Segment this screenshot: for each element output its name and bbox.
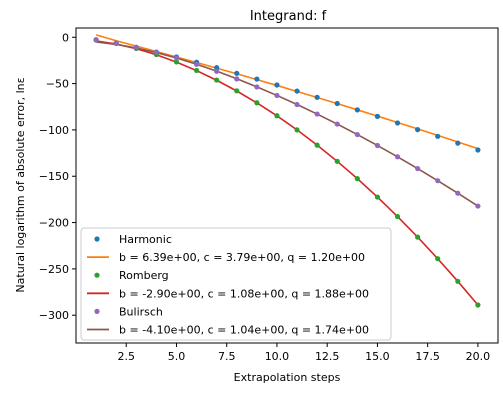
series-2-point [415,234,421,240]
series-2-point [455,278,461,284]
series-2-point [173,59,180,65]
series-0-point [415,127,421,133]
y-axis: 0 −50 −100 −150 −200 −250 −300 [39,31,76,322]
y-tick-label: −250 [39,263,69,276]
x-tick-label: 7.5 [218,350,236,363]
legend-label-0: Harmonic [119,233,172,246]
series-4-point [274,92,280,99]
series-4-point [254,84,260,90]
series-line-3 [95,40,479,306]
x-tick-label: 5.0 [168,350,186,363]
series-line-5 [96,41,479,207]
series-4-point [234,76,240,82]
series-2-point [274,113,280,119]
x-tick-label: 15.0 [365,350,390,363]
series-4-point [113,40,119,46]
series-0-point [354,107,360,113]
series-0-point [214,65,220,71]
series-0-point [394,120,401,126]
y-tick-label: −150 [39,170,69,183]
x-axis: 2.5 5.0 7.5 10.0 12.5 15.0 17.5 20.0 [117,343,490,363]
y-axis-label: Natural logarithm of absolute error, lnε [14,77,27,292]
series-2-point [314,142,320,148]
series-0-point [254,76,260,82]
series-2-point [475,302,481,308]
series-4-point [214,68,220,74]
series-line-1 [95,34,479,150]
y-tick-label: −300 [39,309,69,322]
legend-label-4: Bulirsch [119,305,163,318]
series-4-point [394,154,401,160]
legend-label-2: Romberg [119,269,169,282]
series-0-point [234,70,240,76]
series-4-point [314,111,320,117]
x-tick-label: 10.0 [265,350,290,363]
series-layer [93,34,481,308]
legend-box [80,227,392,341]
y-tick-label: −50 [46,78,69,91]
series-4-point [153,49,159,55]
series-2-point [354,176,360,182]
series-2-point [214,77,220,83]
series-0-point [314,94,320,100]
y-tick-label: −200 [39,217,69,230]
series-0-point [475,147,481,153]
x-tick-label: 20.0 [466,350,491,363]
series-2-point [254,100,260,106]
legend-label-5: b = -4.10e+00, c = 1.04e+00, q = 1.74e+0… [119,324,369,337]
series-4-point [374,142,381,149]
legend-marker-2 [94,272,100,278]
legend: Harmonic b = 6.39e+00, c = 3.79e+00, q = … [80,227,392,341]
series-4-point [133,44,139,50]
series-2-point [193,67,200,74]
series-2-point [435,256,441,262]
series-2-point [234,88,240,94]
series-4-point [455,190,461,196]
series-0-point [455,140,461,146]
series-4-point [354,131,360,138]
series-4-point [294,101,300,108]
legend-marker-0 [94,236,100,242]
plot-area-frame [75,27,499,344]
series-0-point [374,113,381,119]
series-2-point [374,194,381,200]
series-0-point [334,100,340,107]
legend-marker-4 [94,308,100,314]
x-tick-label: 2.5 [117,350,135,363]
x-tick-label: 17.5 [415,350,440,363]
series-4-point [193,61,200,67]
series-4-point [475,203,481,209]
series-4-point [334,121,340,127]
series-4-point [415,165,421,172]
legend-label-3: b = -2.90e+00, c = 1.08e+00, q = 1.88e+0… [119,287,369,300]
x-tick-label: 12.5 [315,350,340,363]
y-tick-label: 0 [62,31,69,44]
x-axis-label: Extrapolation steps [234,371,341,384]
series-0-point [294,88,300,94]
series-0-point [435,133,441,139]
series-2-point [394,213,401,220]
series-4-point [435,178,441,184]
series-0-point [274,82,280,88]
series-2-point [294,127,300,133]
series-4-point [173,55,180,61]
chart-title: Integrand: f [250,9,327,24]
y-tick-label: −100 [39,124,69,137]
series-2-point [334,158,340,164]
series-4-point [93,37,99,43]
legend-label-1: b = 6.39e+00, c = 3.79e+00, q = 1.20e+00 [119,251,365,264]
